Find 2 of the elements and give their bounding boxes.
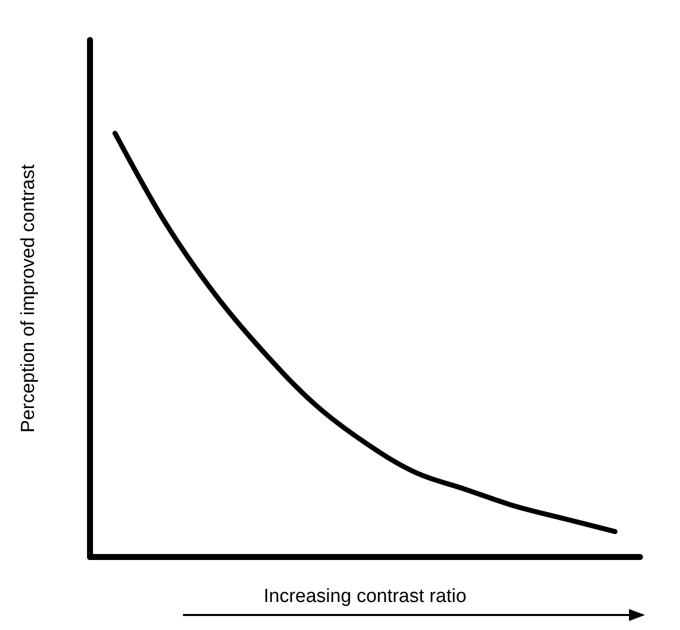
y-axis-title: Perception of improved contrast <box>18 164 39 433</box>
x-axis-title: Increasing contrast ratio <box>264 586 466 607</box>
